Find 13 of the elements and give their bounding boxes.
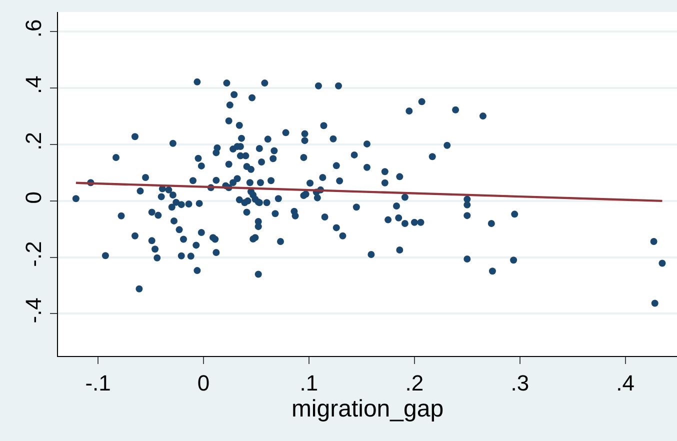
y-tick-label: .4 bbox=[21, 76, 46, 94]
x-tick-label: .1 bbox=[300, 370, 318, 396]
x-tick-label: .3 bbox=[510, 370, 530, 396]
y-tick-label: -.2 bbox=[21, 241, 46, 267]
x-tick-label: -.1 bbox=[85, 370, 111, 396]
y-tick-label: 0 bbox=[21, 191, 46, 204]
y-tick-label: .2 bbox=[21, 132, 46, 150]
x-tick-label: 0 bbox=[197, 370, 210, 396]
x-axis-title: migration_gap bbox=[291, 395, 444, 422]
y-tick-label: -.4 bbox=[21, 298, 46, 324]
y-tick-label: .6 bbox=[21, 19, 46, 38]
x-tick-label: .4 bbox=[616, 370, 635, 396]
x-tick-label: .2 bbox=[405, 370, 424, 396]
